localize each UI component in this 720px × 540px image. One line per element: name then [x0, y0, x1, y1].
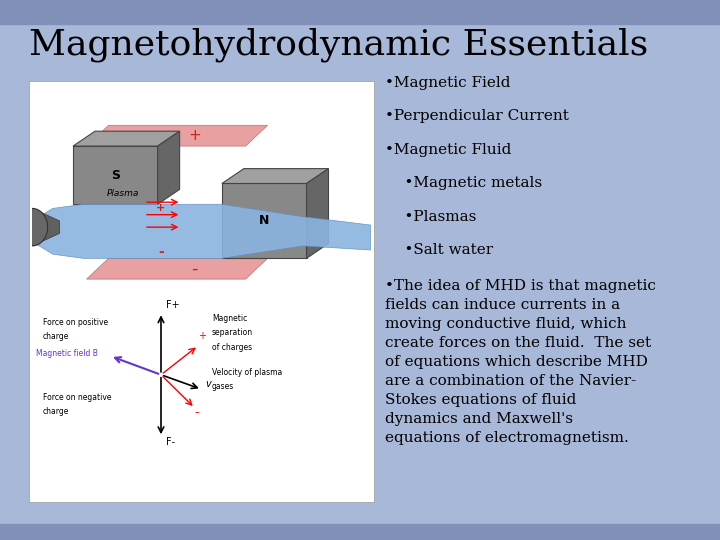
Text: Magnetic: Magnetic: [212, 314, 247, 323]
Text: +: +: [189, 128, 201, 143]
Circle shape: [17, 208, 48, 246]
Polygon shape: [307, 168, 328, 258]
Text: •The idea of MHD is that magnetic
fields can induce currents in a
moving conduct: •The idea of MHD is that magnetic fields…: [385, 279, 656, 445]
Text: of charges: of charges: [212, 343, 252, 352]
Text: •Magnetic Field: •Magnetic Field: [385, 76, 510, 90]
Text: •Magnetic metals: •Magnetic metals: [385, 176, 542, 190]
Text: v: v: [205, 379, 211, 389]
Polygon shape: [222, 184, 307, 258]
Bar: [0, 524, 720, 540]
Text: -: -: [195, 406, 199, 420]
Text: +: +: [156, 204, 166, 213]
Text: charge: charge: [42, 407, 69, 416]
Text: -: -: [192, 260, 198, 278]
Text: separation: separation: [212, 328, 253, 338]
Text: Force on negative: Force on negative: [42, 393, 111, 402]
Text: gases: gases: [212, 382, 234, 392]
Text: Velocity of plasma: Velocity of plasma: [212, 368, 282, 377]
Polygon shape: [86, 258, 268, 279]
Text: F+: F+: [166, 300, 180, 310]
Text: •Magnetic Fluid: •Magnetic Fluid: [385, 143, 512, 157]
Text: Magnetohydrodynamic Essentials: Magnetohydrodynamic Essentials: [29, 27, 648, 62]
Bar: [29, 81, 374, 502]
Text: Plasma: Plasma: [107, 190, 139, 198]
Text: •Perpendicular Current: •Perpendicular Current: [385, 109, 569, 123]
Text: •Salt water: •Salt water: [385, 243, 493, 257]
Text: N: N: [259, 214, 269, 227]
Text: •Plasmas: •Plasmas: [385, 210, 477, 224]
Text: F-: F-: [166, 437, 175, 448]
Polygon shape: [32, 208, 60, 246]
Text: S: S: [111, 168, 120, 181]
Polygon shape: [158, 131, 179, 204]
Text: +: +: [198, 332, 206, 341]
Polygon shape: [86, 125, 268, 146]
Polygon shape: [73, 146, 158, 204]
Text: Magnetic field B: Magnetic field B: [36, 349, 98, 358]
Polygon shape: [73, 131, 179, 146]
Bar: [0, 0, 720, 24]
Text: Force on positive: Force on positive: [42, 318, 108, 327]
Polygon shape: [32, 204, 371, 258]
Text: charge: charge: [42, 333, 69, 341]
Polygon shape: [222, 168, 328, 184]
Text: -: -: [158, 245, 164, 259]
